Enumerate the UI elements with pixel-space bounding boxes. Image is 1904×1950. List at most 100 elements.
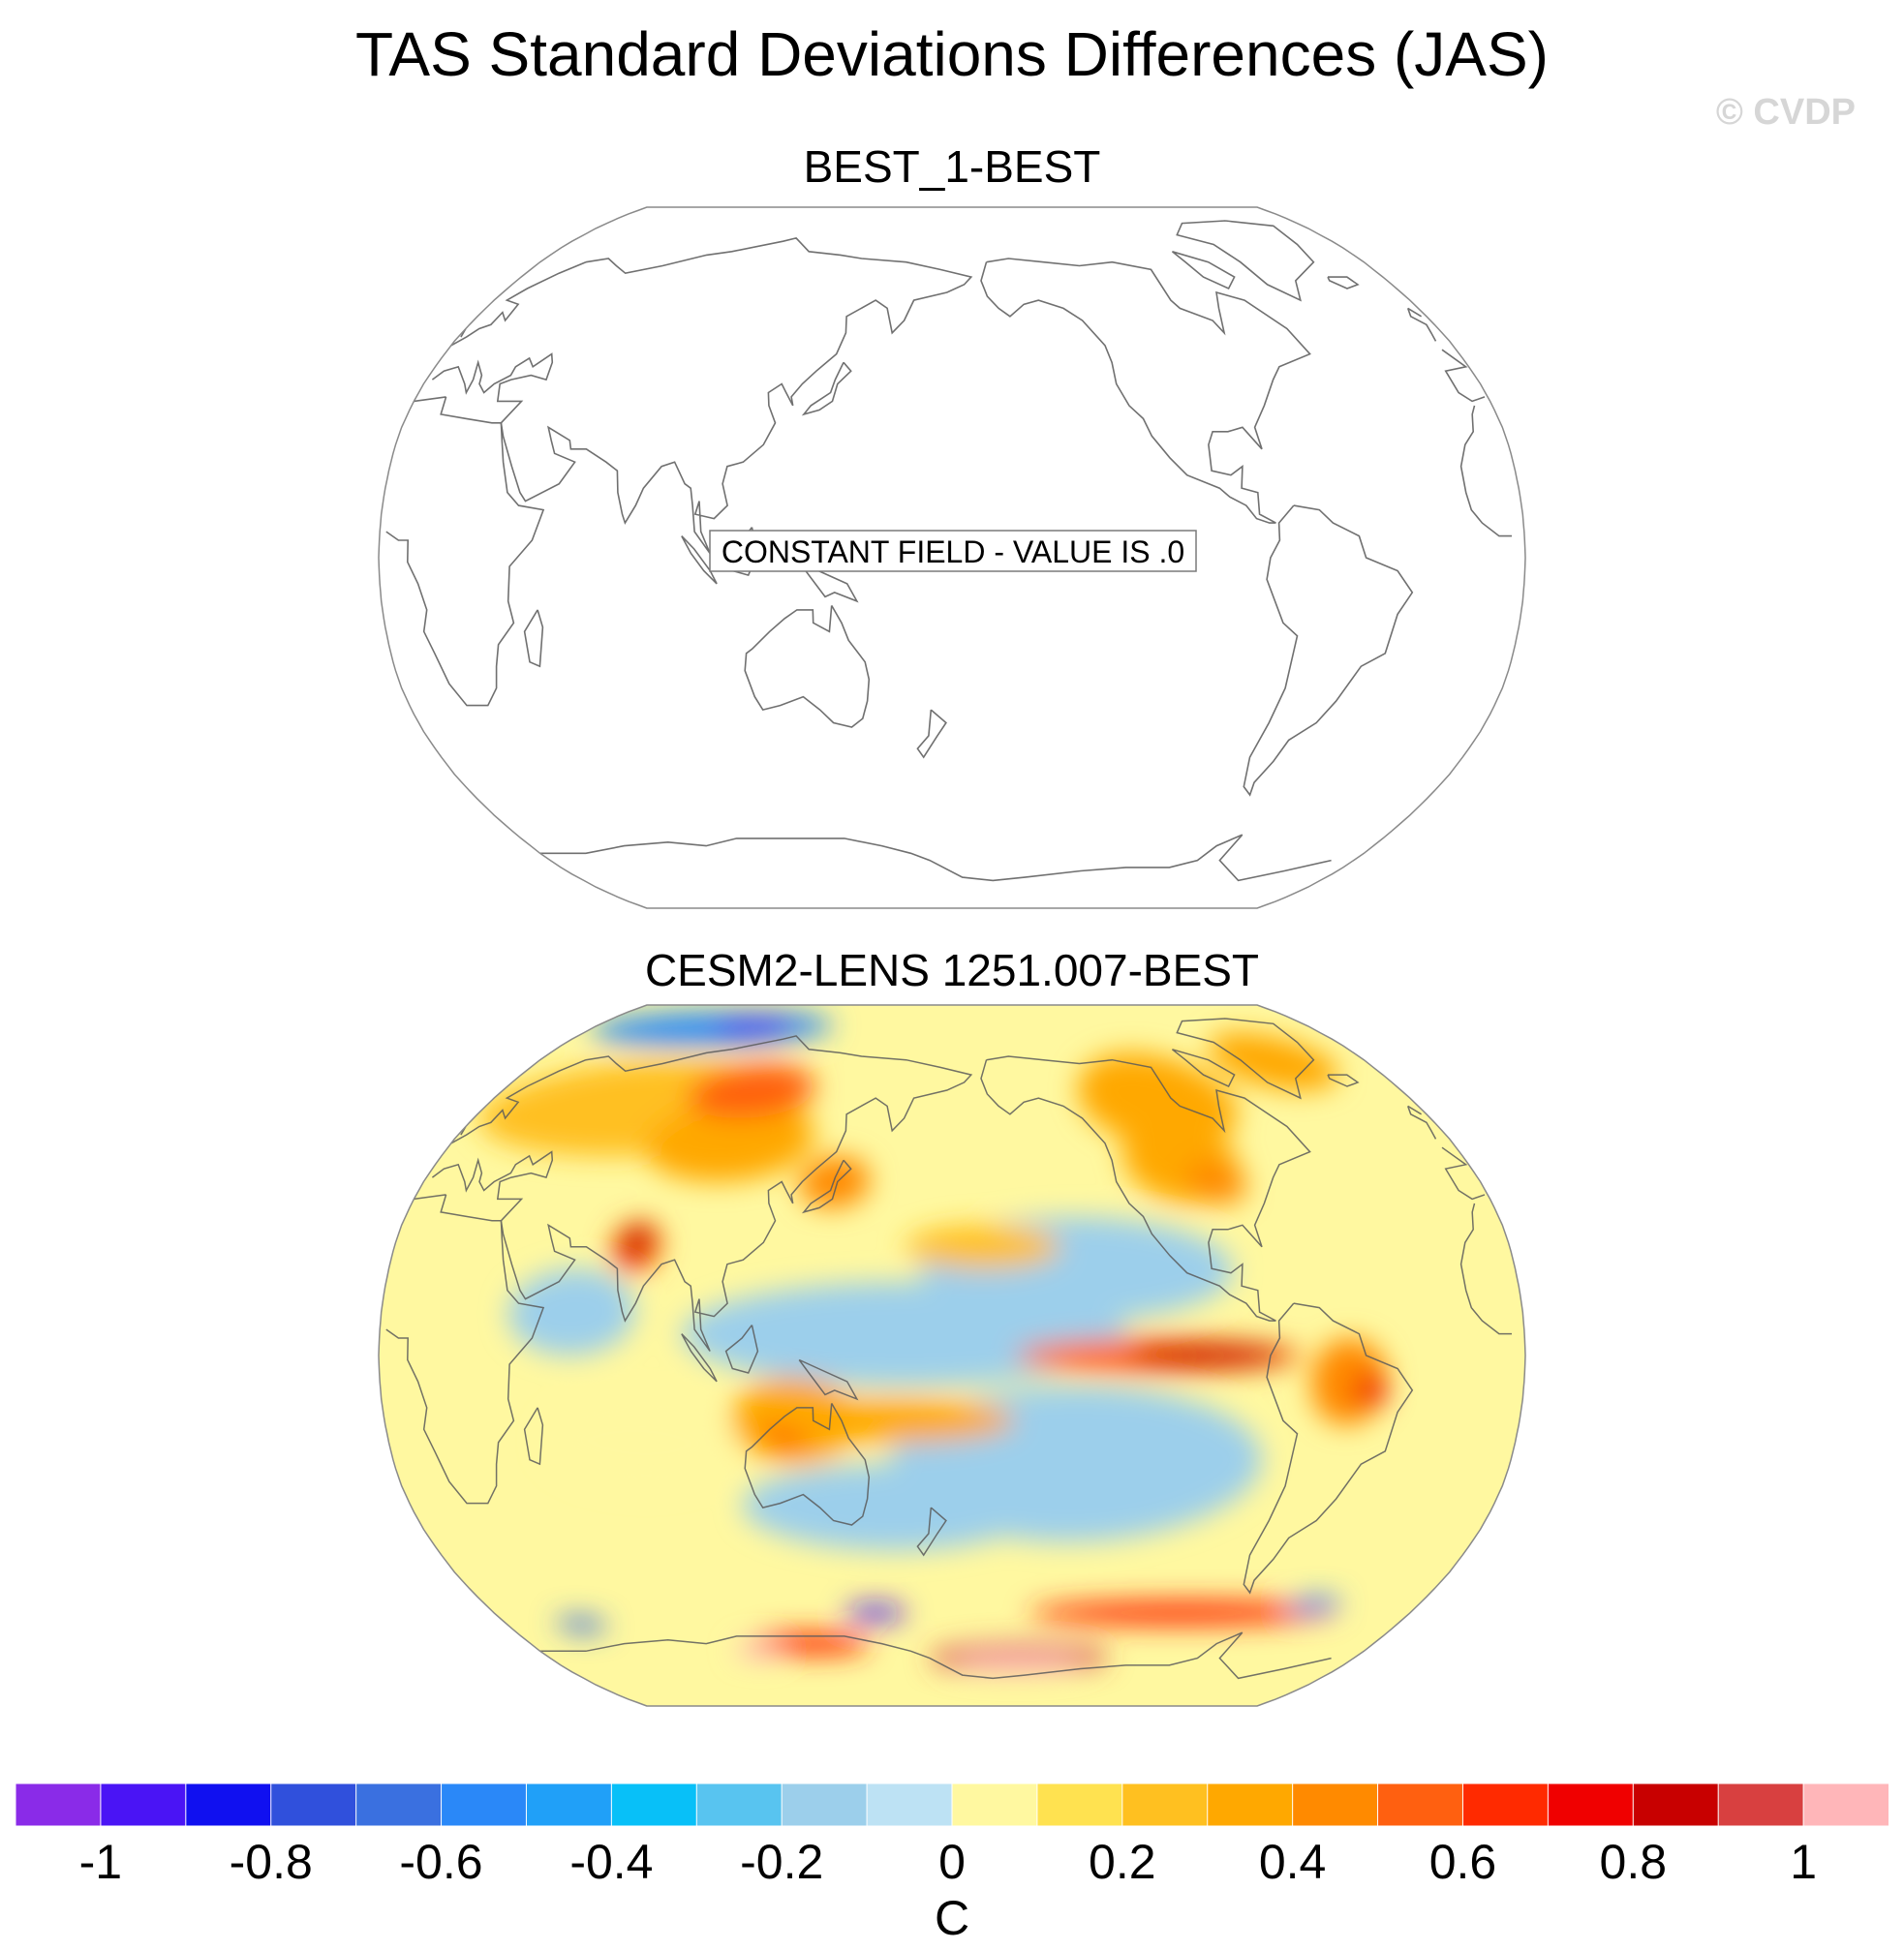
panel1-coastline-new-zealand [916, 709, 947, 759]
colorbar-swatch-8 [695, 1782, 783, 1827]
panel2-coastline-africa [385, 1194, 1512, 1505]
panel2-coastline-north-america [980, 1055, 1311, 1322]
panel1-coastline-new-guinea [798, 561, 859, 603]
panel1-coastline-south-america [1243, 504, 1414, 797]
constant-field-label: CONSTANT FIELD - VALUE IS .0 [722, 534, 1184, 569]
colorbar-tick-label: -0.8 [230, 1835, 313, 1889]
colorbar-tick-label: -0.4 [569, 1835, 653, 1889]
field-blob-arabian-sea-cool [507, 1268, 635, 1356]
field-blob-greenland-warm [1209, 1032, 1339, 1090]
field-blob-weddell-cool [555, 1617, 607, 1633]
colorbar-unit-label: C [935, 1891, 969, 1945]
colorbar-swatch-2 [185, 1782, 272, 1827]
colorbar-swatch-14 [1207, 1782, 1294, 1827]
field-blob-arctic-very-cool [713, 1019, 795, 1036]
field-blob-enso-hot [1126, 1344, 1287, 1367]
colorbar-tick-label: 0.8 [1600, 1835, 1668, 1889]
field-blob-indian-ocean-warm [545, 1398, 733, 1486]
panel2-coastline-antarctica [539, 1631, 1332, 1680]
panel1-coastline-africa [385, 396, 1512, 707]
colorbar-swatch-4 [355, 1782, 443, 1827]
panel1-coastline-iceland [1327, 276, 1360, 289]
panel2-coastline-sumatra [681, 1333, 718, 1383]
colorbar-swatch-19 [1632, 1782, 1720, 1827]
panel1-coastline-japan [801, 361, 852, 416]
constant-field-box [709, 530, 1197, 572]
panel1-subtitle: BEST_1-BEST [804, 141, 1101, 192]
colorbar-swatch-11 [951, 1782, 1038, 1827]
panel2-field [379, 1005, 1525, 1706]
panel1-coastline-australia [744, 605, 871, 728]
panel1-coastline-north-america [980, 258, 1311, 524]
colorbar-swatch-21 [1802, 1782, 1889, 1827]
colorbar-swatch-0 [15, 1782, 102, 1827]
colorbar-tick-label: 0 [938, 1835, 966, 1889]
colorbar-swatch-12 [1036, 1782, 1123, 1827]
panel2-coastline-eurasia [431, 1035, 1486, 1352]
panel2-coastline-madagascar [523, 1407, 544, 1466]
panel1-coastline-eurasia [431, 237, 1486, 554]
colorbar-swatch-9 [781, 1782, 869, 1827]
field-blob-east-antarctic-extreme [733, 1643, 782, 1659]
colorbar-swatch-15 [1292, 1782, 1379, 1827]
panel2-subtitle: CESM2-LENS 1251.007-BEST [645, 945, 1259, 995]
panel1-map: CONSTANT FIELD - VALUE IS .0 [378, 206, 1526, 909]
field-blob-midwest-hot [1185, 1160, 1246, 1204]
panel2-border [378, 1004, 1526, 1707]
colorbar-swatch-6 [525, 1782, 613, 1827]
panel2-coastline-south-america [1243, 1302, 1414, 1595]
panel2-coastline-baffin [1171, 1049, 1236, 1087]
field-blob-india-hot [621, 1225, 653, 1261]
colorbar-swatch-17 [1461, 1782, 1550, 1827]
watermark: © CVDP [1716, 92, 1856, 133]
colorbar-tick-label: -1 [79, 1835, 122, 1889]
main-title: TAS Standard Deviations Differences (JAS… [355, 19, 1549, 89]
colorbar-swatch-3 [270, 1782, 357, 1827]
colorbar-swatch-13 [1121, 1782, 1209, 1827]
field-blob-ross-sea-extreme [952, 1653, 1085, 1671]
panel2-coastline-greenland [1176, 1018, 1315, 1100]
field-blob-spcz-warm [762, 1398, 1016, 1443]
panel2-coastline-new-guinea [798, 1358, 859, 1401]
field-blob-southern-cool-spot [845, 1604, 906, 1621]
colorbar-swatch-10 [866, 1782, 954, 1827]
panel2-coastline-australia [744, 1403, 871, 1526]
colorbar-tick-label: 0.2 [1089, 1835, 1156, 1889]
panel2-coastline-new-zealand [916, 1507, 947, 1557]
colorbar-swatch-20 [1717, 1782, 1805, 1827]
panel2-coastline-borneo [724, 1325, 759, 1374]
panel1-coastline-antarctica [539, 834, 1332, 882]
panel1-coastlines [385, 220, 1512, 882]
colorbar [15, 1782, 1889, 1827]
field-blob-tasman-cool [742, 1464, 1042, 1551]
colorbar-swatch-5 [441, 1782, 528, 1827]
colorbar-swatch-7 [610, 1782, 698, 1827]
panel2-coastlines [385, 1018, 1512, 1680]
colorbar-tick-label: 0.6 [1429, 1835, 1497, 1889]
colorbar-ticks: -1 -0.8 -0.6 -0.4 -0.2 0 0.2 0.4 0.6 0.8 1 [79, 1835, 1817, 1889]
panel1-coastline-sumatra [681, 535, 718, 585]
colorbar-tick-label: 1 [1790, 1835, 1817, 1889]
field-blob-canada-warm [1077, 1052, 1238, 1148]
field-blob-southern-ring-warm [1028, 1600, 1334, 1625]
field-blob-drake-cool [1288, 1597, 1341, 1613]
colorbar-swatch-18 [1547, 1782, 1635, 1827]
panel2-field-blobs [478, 1011, 1388, 1672]
field-blob-central-siberia-hot [688, 1063, 816, 1118]
field-blob-east-antarctic-warm [752, 1632, 871, 1655]
panel2-map [378, 1004, 1526, 1707]
panel1-border [378, 206, 1526, 909]
field-blob-mongolia-warm [645, 1098, 814, 1182]
colorbar-swatch-16 [1377, 1782, 1464, 1827]
colorbar-swatch-1 [100, 1782, 187, 1827]
colorbar-tick-label: -0.2 [740, 1835, 823, 1889]
field-blob-brazil-hot [1355, 1373, 1388, 1408]
colorbar-tick-label: 0.4 [1259, 1835, 1327, 1889]
panel1-coastline-baffin [1171, 251, 1236, 290]
panel1-coastline-greenland [1176, 220, 1315, 302]
field-blob-subtropical-np-warm [906, 1225, 1060, 1269]
panel2-coastline-iceland [1327, 1074, 1360, 1087]
panel1-coastline-madagascar [523, 609, 544, 668]
colorbar-tick-label: -0.6 [399, 1835, 482, 1889]
